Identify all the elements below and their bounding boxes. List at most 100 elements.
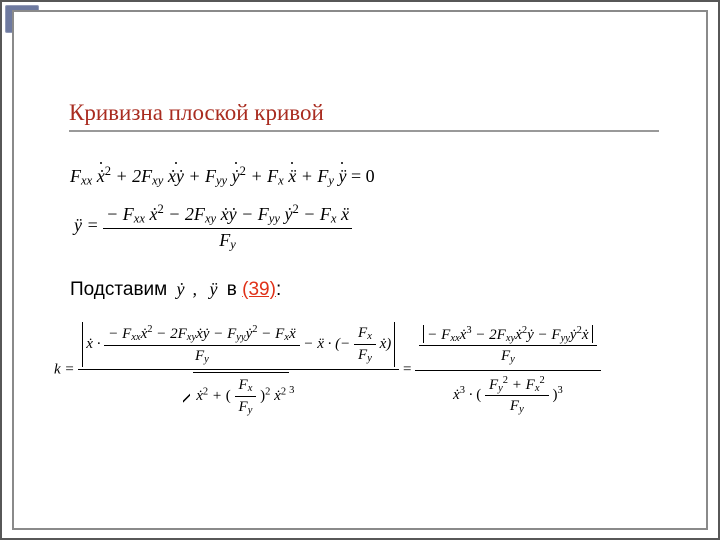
eq3-lni-s1: xx xyxy=(131,332,140,343)
eq3-ln-fxfy-n: Fx xyxy=(354,323,376,344)
eq1-s5: y xyxy=(328,173,334,187)
eq3-rn-s2: xy xyxy=(506,332,515,343)
eq3-rn-t3: − F xyxy=(538,326,561,342)
eq1-t3: + F xyxy=(188,166,216,186)
eq2-n-s1: xx xyxy=(134,211,145,225)
slide-title: Кривизна плоской кривой xyxy=(69,100,324,126)
eq1-v1: ẋ xyxy=(97,166,105,186)
eq3-rd-num: Fy2 + Fx2 xyxy=(485,373,549,396)
eq3-lni-s3: yy xyxy=(236,332,245,343)
eq3-lni-s2: xy xyxy=(187,332,196,343)
eq3-ld-rad: ẋ2 + ( Fx Fy )2 ẋ2 xyxy=(193,372,289,418)
eq3-lni-v4: ẍ xyxy=(289,326,296,342)
ref-link-39[interactable]: (39) xyxy=(242,279,276,300)
eq3-ld-sq: 2 xyxy=(265,386,270,397)
eq2-d-t: F xyxy=(219,230,230,250)
eq3-lni-t4: − F xyxy=(261,326,284,342)
eq3-ln-fxfy-ns: x xyxy=(367,331,372,342)
eq2-n-s3: yy xyxy=(269,211,280,225)
eq3-rn-ds: y xyxy=(510,355,515,366)
eq3-rn-s3: yy xyxy=(561,332,570,343)
subst-comma: , xyxy=(193,279,202,299)
eq3-rd-n-p1: 2 xyxy=(503,375,508,386)
eq3-ld-sqrt: ẋ2 + ( Fx Fy )2 ẋ2 xyxy=(183,372,289,418)
eq3-rn-t2: − 2F xyxy=(475,326,506,342)
subst-sym1: ẏ xyxy=(177,279,185,299)
subst-mid: в xyxy=(227,279,242,300)
eq3-left-frac: ẋ · − Fxxẋ2 − 2Fxyẋẏ − Fyyẏ2 − Fxẍ Fy xyxy=(78,320,399,420)
eq3-rd-x2: ẋ xyxy=(453,387,460,403)
eq1-v4: ẍ xyxy=(288,166,296,186)
eq3-rd-den: Fy xyxy=(485,396,549,417)
eq3-rd-outp: 3 xyxy=(558,385,563,396)
eq3-rd-lp: ( xyxy=(476,387,481,404)
eq3-ld-fxfy-n: Fx xyxy=(235,375,257,396)
equation-3: k = ẋ · − Fxxẋ2 − 2Fxyẋẏ − Fyyẏ2 − Fxẍ xyxy=(54,320,601,420)
eq1-p3: 2 xyxy=(240,164,246,178)
eq3-ld-fxfy-ds: y xyxy=(248,405,253,416)
eq2-fraction: − Fxx ẋ2 − 2Fxy ẋẏ − Fyy ẏ2 − Fx ẍ Fy xyxy=(103,202,352,252)
substitute-line: Подставим ẏ, ÿ в (39): xyxy=(70,279,281,301)
eq3-ln-fxfy-dt: F xyxy=(358,347,367,363)
eq3-rn-v2b: ẏ xyxy=(527,326,534,342)
eq2-n-v2: ẋẏ xyxy=(221,204,237,224)
eq2-n-p3: 2 xyxy=(292,202,298,216)
eq1-eqz: = 0 xyxy=(351,166,375,186)
eq3-rd-mult: · xyxy=(469,387,477,403)
eq3-rn-dt: F xyxy=(501,348,510,364)
eq2-den: Fy xyxy=(103,229,352,253)
eq3-rn-t1: − F xyxy=(427,326,450,342)
eq3-left-den: ẋ2 + ( Fx Fy )2 ẋ2 3 xyxy=(78,370,399,420)
slide-canvas: Кривизна плоской кривой Fxx ẋ2 + 2Fxy ẋẏ… xyxy=(12,10,708,530)
eq2-n-p1: 2 xyxy=(157,202,163,216)
eq3-rd-dt: F xyxy=(510,398,519,414)
eq3-rn-den: Fy xyxy=(419,346,596,367)
eq3-rd-n-t2: F xyxy=(526,376,535,392)
eq1-s2: xy xyxy=(152,173,163,187)
eq3-ld-lp: ( xyxy=(226,388,231,405)
eq3-rd-frac: Fy2 + Fx2 Fy xyxy=(485,373,549,418)
eq1-t5: + F xyxy=(301,166,329,186)
eq3-left-num-abs: ẋ · − Fxxẋ2 − 2Fxyẋẏ − Fyyẏ2 − Fxẍ Fy xyxy=(82,322,395,367)
eq3-ln-fxfy-d: Fy xyxy=(354,345,376,366)
eq3-rd-n-plus: + xyxy=(512,376,526,392)
eq2-n-t3: − F xyxy=(241,204,269,224)
eq1-t2: + 2F xyxy=(115,166,152,186)
eq3-rd-n-p2: 2 xyxy=(540,375,545,386)
eq1-p1: 2 xyxy=(105,164,111,178)
eq1-v3: ẏ xyxy=(232,166,240,186)
eq2-n-s2: xy xyxy=(205,211,216,225)
eq3-ld-p2: 2 xyxy=(281,386,286,397)
eq3-lni-dt: F xyxy=(195,348,204,364)
eq3-ld-x2: ẋ xyxy=(196,388,203,404)
equation-1: Fxx ẋ2 + 2Fxy ẋẏ + Fyy ẏ2 + Fx ẍ + Fy ÿ … xyxy=(70,164,375,188)
eq3-rn-p1: 3 xyxy=(466,325,471,336)
eq2-n-t2: − 2F xyxy=(168,204,205,224)
eq3-rn-v3: ẏ xyxy=(570,326,577,342)
eq1-s4: x xyxy=(278,173,284,187)
eq3-ld-fxfy: Fx Fy xyxy=(235,375,257,418)
eq3-ld-fxfy-nt: F xyxy=(239,377,248,393)
eq3-rd-p: 3 xyxy=(460,385,465,396)
eq2-n-t4: − F xyxy=(303,204,331,224)
eq3-lni-t2: − 2F xyxy=(156,326,187,342)
eq2-num: − Fxx ẋ2 − 2Fxy ẋẏ − Fyy ẏ2 − Fx ẍ xyxy=(103,202,352,228)
eq3-ln-fxfy-ds: y xyxy=(367,353,372,364)
eq3-right-frac: − Fxxẋ3 − 2Fxyẋ2ẏ − Fyyẏ2ẋ Fy ẋ3 xyxy=(415,321,600,420)
eq3-rn-frac: − Fxxẋ3 − 2Fxyẋ2ẏ − Fyyẏ2ẋ Fy xyxy=(419,323,596,368)
eq3-lni-t3: − F xyxy=(213,326,236,342)
eq3-ln-xdot: ẋ · xyxy=(86,336,100,352)
eq3-rn-num: − Fxxẋ3 − 2Fxyẋ2ẏ − Fyyẏ2ẋ xyxy=(419,323,596,346)
eq1-v5: ÿ xyxy=(338,166,346,186)
eq1-t4: + F xyxy=(250,166,278,186)
eq3-ld-fxfy-dt: F xyxy=(239,399,248,415)
eq3-lni-t1: − F xyxy=(108,326,131,342)
eq3-ln-fxfy: Fx Fy xyxy=(354,323,376,366)
eq3-lni-p1: 2 xyxy=(147,324,152,335)
eq3-rn-s1: xx xyxy=(450,332,459,343)
eq3-ln-fxfy-nt: F xyxy=(358,325,367,341)
eq3-ln-innerfrac: − Fxxẋ2 − 2Fxyẋẏ − Fyyẏ2 − Fxẍ Fy xyxy=(104,322,299,367)
eq3-rn-v3b: ẋ xyxy=(582,326,589,342)
eq3-ld-fxfy-d: Fy xyxy=(235,397,257,418)
subst-after: : xyxy=(276,279,281,300)
